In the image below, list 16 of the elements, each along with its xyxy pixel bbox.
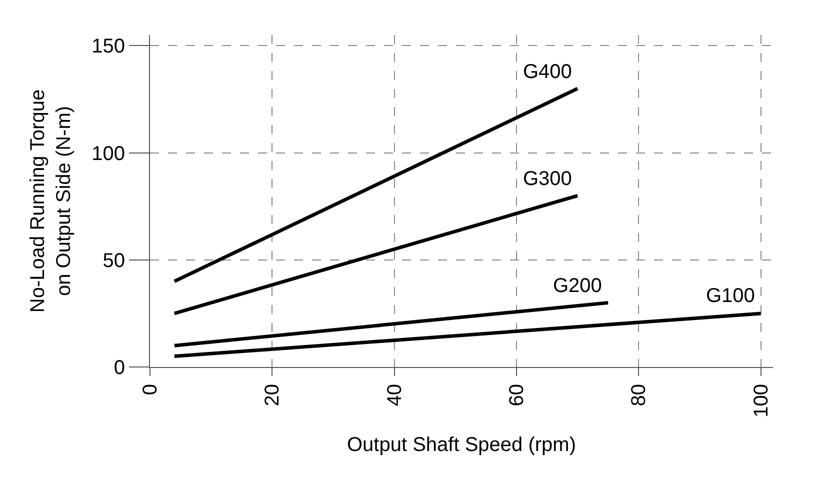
x-tick-label: 0	[140, 384, 162, 396]
y-tick-label: 0	[114, 357, 125, 379]
y-tick-label: 50	[102, 250, 125, 272]
y-tick-label: 150	[92, 36, 125, 58]
series-label: G200	[553, 275, 602, 297]
x-tick-label: 100	[750, 384, 772, 418]
series-label: G100	[706, 285, 755, 307]
x-tick-label: 20	[262, 384, 284, 406]
x-tick-label: 40	[384, 384, 406, 406]
series-label: G400	[523, 61, 572, 83]
x-tick-label: 80	[628, 384, 650, 406]
series-label: G300	[523, 168, 572, 190]
x-tick-label: 60	[506, 384, 528, 406]
y-axis-title: No-Load Running Torque on Output Side (N-m)	[27, 89, 76, 313]
x-axis-title: Output Shaft Speed (rpm)	[346, 434, 576, 456]
y-tick-label: 100	[92, 142, 125, 165]
